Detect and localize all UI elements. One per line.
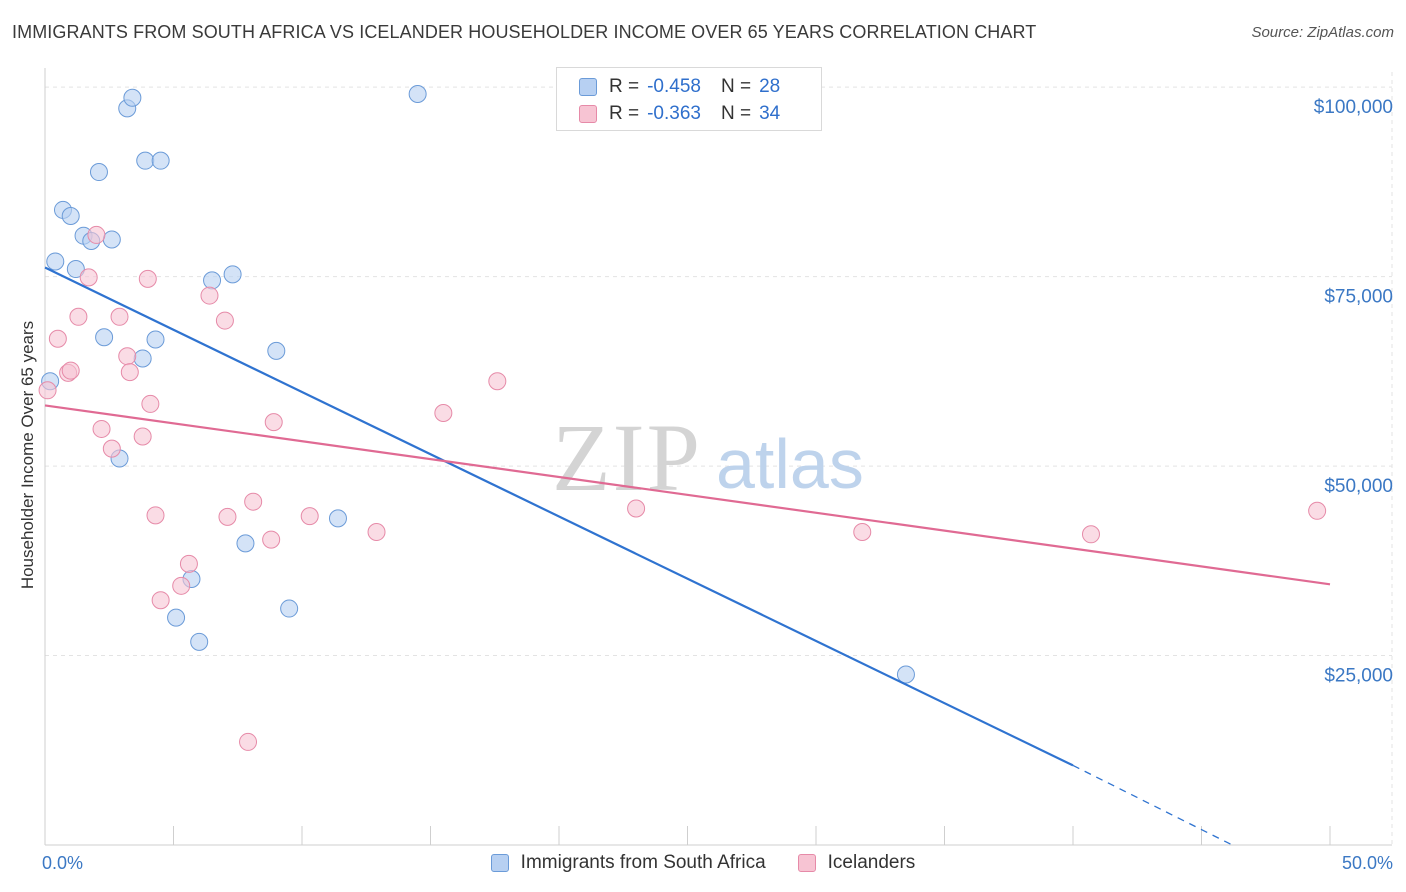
source-credit: Source: ZipAtlas.com — [1251, 24, 1394, 41]
r-value: -0.458 — [647, 76, 701, 97]
pink-swatch — [579, 105, 597, 123]
blue-swatch — [490, 854, 509, 872]
x-tick-label: 0.0% — [42, 853, 83, 873]
icelander-point — [120, 363, 139, 382]
legend: Immigrants from South Africa Icelanders — [0, 852, 1406, 874]
icelander-point — [61, 361, 80, 380]
icelander-point — [244, 492, 263, 511]
data-points — [38, 84, 1327, 751]
icelander-point — [79, 268, 98, 287]
y-tick-label: $75,000 — [1324, 287, 1393, 308]
legend-item-icelanders[interactable]: Icelanders — [797, 852, 916, 874]
r-label: R = — [609, 103, 640, 124]
r-label: R = — [609, 76, 640, 97]
south-africa-point — [133, 349, 152, 368]
r-value: -0.363 — [647, 103, 701, 124]
icelander-point — [102, 439, 121, 458]
icelander-point — [133, 427, 152, 446]
icelander-point — [179, 554, 198, 573]
y-tick-label: $25,000 — [1324, 666, 1393, 687]
y-tick-label: $50,000 — [1324, 476, 1393, 497]
chart-title: IMMIGRANTS FROM SOUTH AFRICA VS ICELANDE… — [12, 22, 1037, 42]
icelander-point — [92, 419, 111, 438]
south-africa-point — [203, 271, 222, 290]
icelander-point — [239, 732, 258, 751]
south-africa-point — [46, 252, 65, 271]
watermark: ZIP atlas — [552, 404, 864, 511]
south-africa-point — [151, 151, 170, 170]
south-africa-point — [223, 265, 242, 284]
icelander-point — [627, 499, 646, 518]
icelander-point — [118, 347, 137, 366]
icelander-point — [300, 507, 319, 526]
watermark-zip: ZIP — [552, 404, 702, 511]
y-tick-label: $100,000 — [1314, 97, 1393, 118]
icelander-point — [218, 507, 237, 526]
icelander-point — [200, 286, 219, 305]
icelander-trend-line — [44, 404, 1331, 586]
south-africa-point — [146, 330, 165, 349]
icelander-point — [264, 413, 283, 432]
x-tick-labels: 0.0% 50.0% — [42, 853, 1393, 873]
south-africa-point — [267, 341, 286, 360]
south-africa-point — [408, 84, 427, 103]
stats-row-blue: R = -0.458 N = 28 — [579, 74, 780, 100]
south-africa-trend-line — [44, 266, 1074, 767]
icelander-point — [215, 311, 234, 330]
south-africa-trend-extension — [1072, 764, 1233, 846]
icelander-point — [853, 523, 872, 542]
south-africa-point — [328, 509, 347, 528]
blue-swatch — [579, 78, 597, 96]
south-africa-point — [136, 151, 155, 170]
south-africa-point — [61, 206, 80, 225]
stats-row-pink: R = -0.363 N = 34 — [579, 101, 780, 127]
icelander-point — [488, 372, 507, 391]
trend-lines — [44, 266, 1331, 846]
gridlines — [45, 72, 1393, 845]
icelander-point — [146, 506, 165, 525]
n-value: 34 — [759, 103, 781, 124]
icelander-point — [262, 530, 281, 549]
south-africa-point — [167, 608, 186, 627]
icelander-point — [38, 381, 57, 400]
south-africa-point — [236, 534, 255, 553]
south-africa-point — [89, 163, 108, 182]
icelander-point — [367, 523, 386, 542]
icelander-point — [87, 225, 106, 244]
south-africa-point — [102, 230, 121, 249]
south-africa-point — [123, 88, 142, 107]
icelander-point — [172, 576, 191, 595]
icelander-point — [1308, 501, 1327, 520]
pink-swatch — [797, 854, 816, 872]
icelander-point — [1081, 525, 1100, 544]
south-africa-point — [896, 665, 915, 684]
south-africa-point — [190, 632, 209, 651]
icelander-point — [141, 394, 160, 413]
axes — [44, 68, 1392, 846]
legend-label: Icelanders — [827, 852, 916, 873]
legend-item-south-africa[interactable]: Immigrants from South Africa — [490, 852, 766, 874]
x-tick-label: 50.0% — [1342, 853, 1393, 873]
south-africa-point — [95, 328, 114, 347]
n-value: 28 — [759, 76, 781, 97]
icelander-point — [110, 307, 129, 326]
correlation-stats-box: R = -0.458 N = 28 R = -0.363 N = 34 — [556, 67, 822, 131]
icelander-point — [48, 329, 67, 348]
icelander-point — [434, 404, 453, 423]
legend-label: Immigrants from South Africa — [520, 852, 766, 873]
watermark-atlas: atlas — [716, 425, 864, 503]
south-africa-point — [280, 599, 299, 618]
y-tick-labels: $25,000 $50,000 $75,000 $100,000 — [1314, 97, 1393, 686]
n-label: N = — [720, 76, 752, 97]
n-label: N = — [720, 103, 752, 124]
south-africa-point — [66, 260, 85, 279]
icelander-point — [138, 269, 157, 288]
icelander-point — [69, 307, 88, 326]
icelander-point — [151, 591, 170, 610]
